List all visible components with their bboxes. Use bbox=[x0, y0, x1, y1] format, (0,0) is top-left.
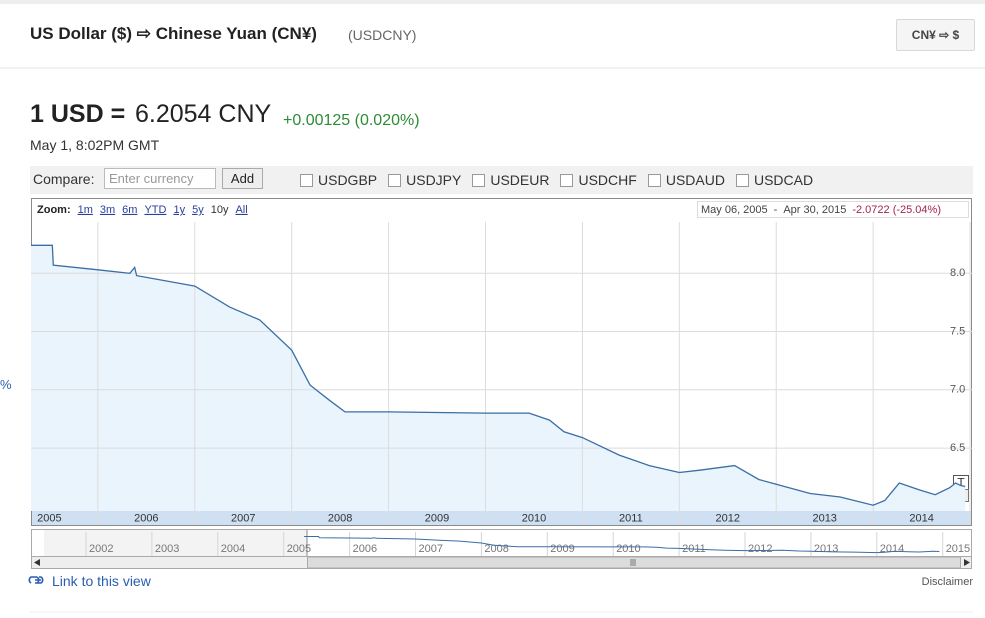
option-label[interactable]: USDCHF bbox=[578, 172, 637, 188]
compare-option[interactable]: USDCAD bbox=[735, 172, 814, 188]
zoom-option[interactable]: YTD bbox=[144, 204, 166, 216]
x-tick-label: 2012 bbox=[716, 512, 740, 524]
navigator-year: 2005 bbox=[287, 543, 311, 555]
compare-option[interactable]: USDAUD bbox=[647, 172, 725, 188]
x-tick-label: 2014 bbox=[909, 512, 933, 524]
checkbox[interactable] bbox=[300, 173, 313, 187]
flag-label[interactable]: T bbox=[957, 476, 965, 490]
zoom-option[interactable]: 1m bbox=[78, 204, 93, 216]
navigator-year: 2010 bbox=[616, 543, 640, 555]
link-icon[interactable] bbox=[28, 576, 44, 584]
navigator-year: 2013 bbox=[814, 543, 838, 555]
navigator-year: 2004 bbox=[221, 543, 245, 555]
scrollbar-thumb[interactable] bbox=[307, 556, 961, 569]
x-tick-label: 2008 bbox=[328, 512, 352, 524]
x-tick-label: 2013 bbox=[812, 512, 836, 524]
zoom-option[interactable]: 5y bbox=[192, 204, 204, 216]
range-end: Apr 30, 2015 bbox=[783, 204, 846, 216]
navigator-year: 2002 bbox=[89, 543, 113, 555]
y-tick-label: 6.5 bbox=[950, 442, 965, 454]
navigator-unselected bbox=[44, 530, 307, 556]
zoom-option[interactable]: 6m bbox=[122, 204, 137, 216]
range-change: -2.0722 (-25.04%) bbox=[852, 204, 941, 216]
thumb-grip bbox=[630, 559, 636, 566]
checkbox[interactable] bbox=[735, 173, 749, 187]
quote-time: May 1, 8:02PM GMT bbox=[30, 137, 160, 153]
y-tick-label: 7.5 bbox=[950, 325, 965, 337]
compare-label: Compare: bbox=[33, 171, 95, 187]
y-tick-label: 7.0 bbox=[950, 384, 965, 396]
x-tick-label: 2009 bbox=[425, 512, 449, 524]
compare-option[interactable]: USDEUR bbox=[472, 172, 549, 188]
compare-option[interactable]: USDGBP bbox=[300, 172, 377, 188]
navigator-year: 2009 bbox=[550, 543, 574, 555]
option-label[interactable]: USDCAD bbox=[753, 172, 814, 188]
compare-options: USDGBP USDJPY USDEUR USDCHF USDAUD USDCAD bbox=[300, 172, 824, 188]
option-label[interactable]: USDJPY bbox=[406, 172, 462, 188]
range-start: May 06, 2005 bbox=[701, 204, 768, 216]
scroll-right-arrow[interactable] bbox=[964, 559, 970, 566]
x-axis-band bbox=[32, 511, 971, 525]
disclaimer[interactable]: Disclaimer bbox=[921, 576, 973, 588]
line bbox=[31, 244, 966, 506]
navigator-line bbox=[304, 536, 940, 554]
zoom-option[interactable]: 3m bbox=[100, 204, 115, 216]
scroll-left-arrow[interactable] bbox=[34, 559, 40, 566]
top-strip bbox=[0, 0, 985, 4]
area bbox=[31, 245, 966, 512]
x-tick-label: 2011 bbox=[619, 512, 643, 524]
compare-input[interactable]: Enter currency bbox=[104, 168, 216, 189]
navigator: 2002 2003 2004 2005 2006 2007 2008 2009 2010 2011… bbox=[31, 529, 972, 569]
x-tick-label: 2006 bbox=[134, 512, 158, 524]
checkbox[interactable] bbox=[560, 173, 574, 187]
zoom-option[interactable]: 1y bbox=[173, 204, 185, 216]
option-label[interactable]: USDEUR bbox=[490, 172, 550, 188]
zoom-option[interactable]: 10y bbox=[211, 204, 229, 216]
option-label[interactable]: USDGBP bbox=[318, 172, 378, 188]
checkbox[interactable] bbox=[647, 173, 661, 187]
pair-symbol: (USDCNY) bbox=[348, 27, 417, 43]
navigator-year: 2015 bbox=[946, 543, 970, 555]
side-label: % bbox=[0, 377, 12, 392]
add-button[interactable]: Add bbox=[222, 168, 263, 189]
compare-option[interactable]: USDCHF bbox=[560, 172, 637, 188]
checkbox[interactable] bbox=[388, 173, 402, 187]
plot-area: 2005 2006 2007 2008 2009 2010 2011 2012 2013 2014… bbox=[31, 222, 972, 525]
range-box bbox=[697, 201, 969, 218]
x-tick-label: 2007 bbox=[231, 512, 255, 524]
quote-prefix: 1 USD = bbox=[30, 100, 126, 128]
pair-title: US Dollar ($) ⇨ Chinese Yuan (CN¥) bbox=[30, 24, 317, 43]
range-separator: - bbox=[774, 204, 778, 216]
navigator-year: 2012 bbox=[748, 543, 772, 555]
navigator-year: 2008 bbox=[484, 543, 508, 555]
navigator-year: 2006 bbox=[353, 543, 377, 555]
invert-button[interactable]: CN¥ ⇨ $ bbox=[896, 19, 975, 51]
navigator-year: 2003 bbox=[155, 543, 179, 555]
y-tick-label: 8.0 bbox=[950, 267, 965, 279]
zoom-label: Zoom: bbox=[37, 204, 71, 216]
navigator-year: 2014 bbox=[880, 543, 904, 555]
zoom-option[interactable]: All bbox=[235, 204, 247, 216]
x-tick-label: 2010 bbox=[522, 512, 546, 524]
quote-change: +0.00125 (0.020%) bbox=[283, 112, 420, 129]
link-to-view[interactable]: Link to this view bbox=[52, 573, 151, 589]
navigator-year: 2007 bbox=[419, 543, 443, 555]
option-label[interactable]: USDAUD bbox=[665, 172, 725, 188]
x-tick-label: 2005 bbox=[37, 512, 61, 524]
compare-option[interactable]: USDJPY bbox=[388, 172, 461, 188]
checkbox[interactable] bbox=[472, 173, 486, 187]
quote-price: 6.2054 CNY bbox=[135, 100, 272, 128]
